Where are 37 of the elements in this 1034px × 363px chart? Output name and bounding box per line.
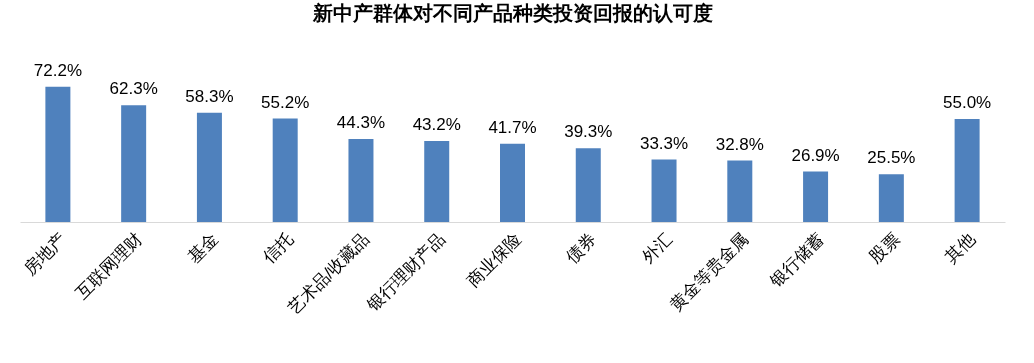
bar — [272, 118, 298, 222]
bar — [500, 143, 525, 222]
data-label: 58.3% — [185, 86, 234, 106]
bar — [575, 148, 601, 222]
x-tick-label: 其他 — [941, 229, 980, 267]
x-tick-label: 基金 — [183, 229, 222, 267]
data-label: 39.3% — [564, 122, 613, 142]
data-label: 44.3% — [336, 112, 386, 132]
data-label: 43.2% — [412, 115, 461, 134]
x-tick-label: 商业保险 — [463, 229, 525, 291]
x-tick-label: 房地产 — [20, 229, 70, 279]
data-label: 41.7% — [488, 117, 537, 137]
x-tick-label: 信托 — [259, 229, 298, 267]
x-tick-label: 互联网理财 — [72, 229, 146, 303]
bar — [45, 86, 71, 222]
bar — [727, 160, 753, 222]
bar — [954, 118, 980, 222]
bar — [803, 171, 829, 222]
chart-title: 新中产群体对不同产品种类投资回报的认可度 — [311, 1, 713, 24]
x-tick-label: 债券 — [562, 229, 601, 267]
data-label: 33.3% — [639, 133, 689, 153]
data-label: 32.8% — [715, 134, 764, 154]
data-label: 72.2% — [33, 60, 82, 80]
data-label: 55.2% — [261, 92, 310, 112]
bar — [348, 138, 374, 222]
bar — [878, 174, 904, 222]
bar — [651, 159, 677, 222]
x-tick-label: 银行储蓄 — [765, 229, 828, 292]
data-label: 55.0% — [943, 92, 992, 112]
bar — [424, 141, 450, 222]
bar — [121, 105, 147, 222]
data-label: 25.5% — [867, 148, 916, 168]
data-label: 26.9% — [791, 145, 840, 165]
data-label: 62.3% — [109, 79, 158, 99]
bar — [196, 112, 222, 222]
x-tick-label: 外汇 — [638, 229, 677, 267]
x-tick-label: 股票 — [865, 229, 904, 267]
